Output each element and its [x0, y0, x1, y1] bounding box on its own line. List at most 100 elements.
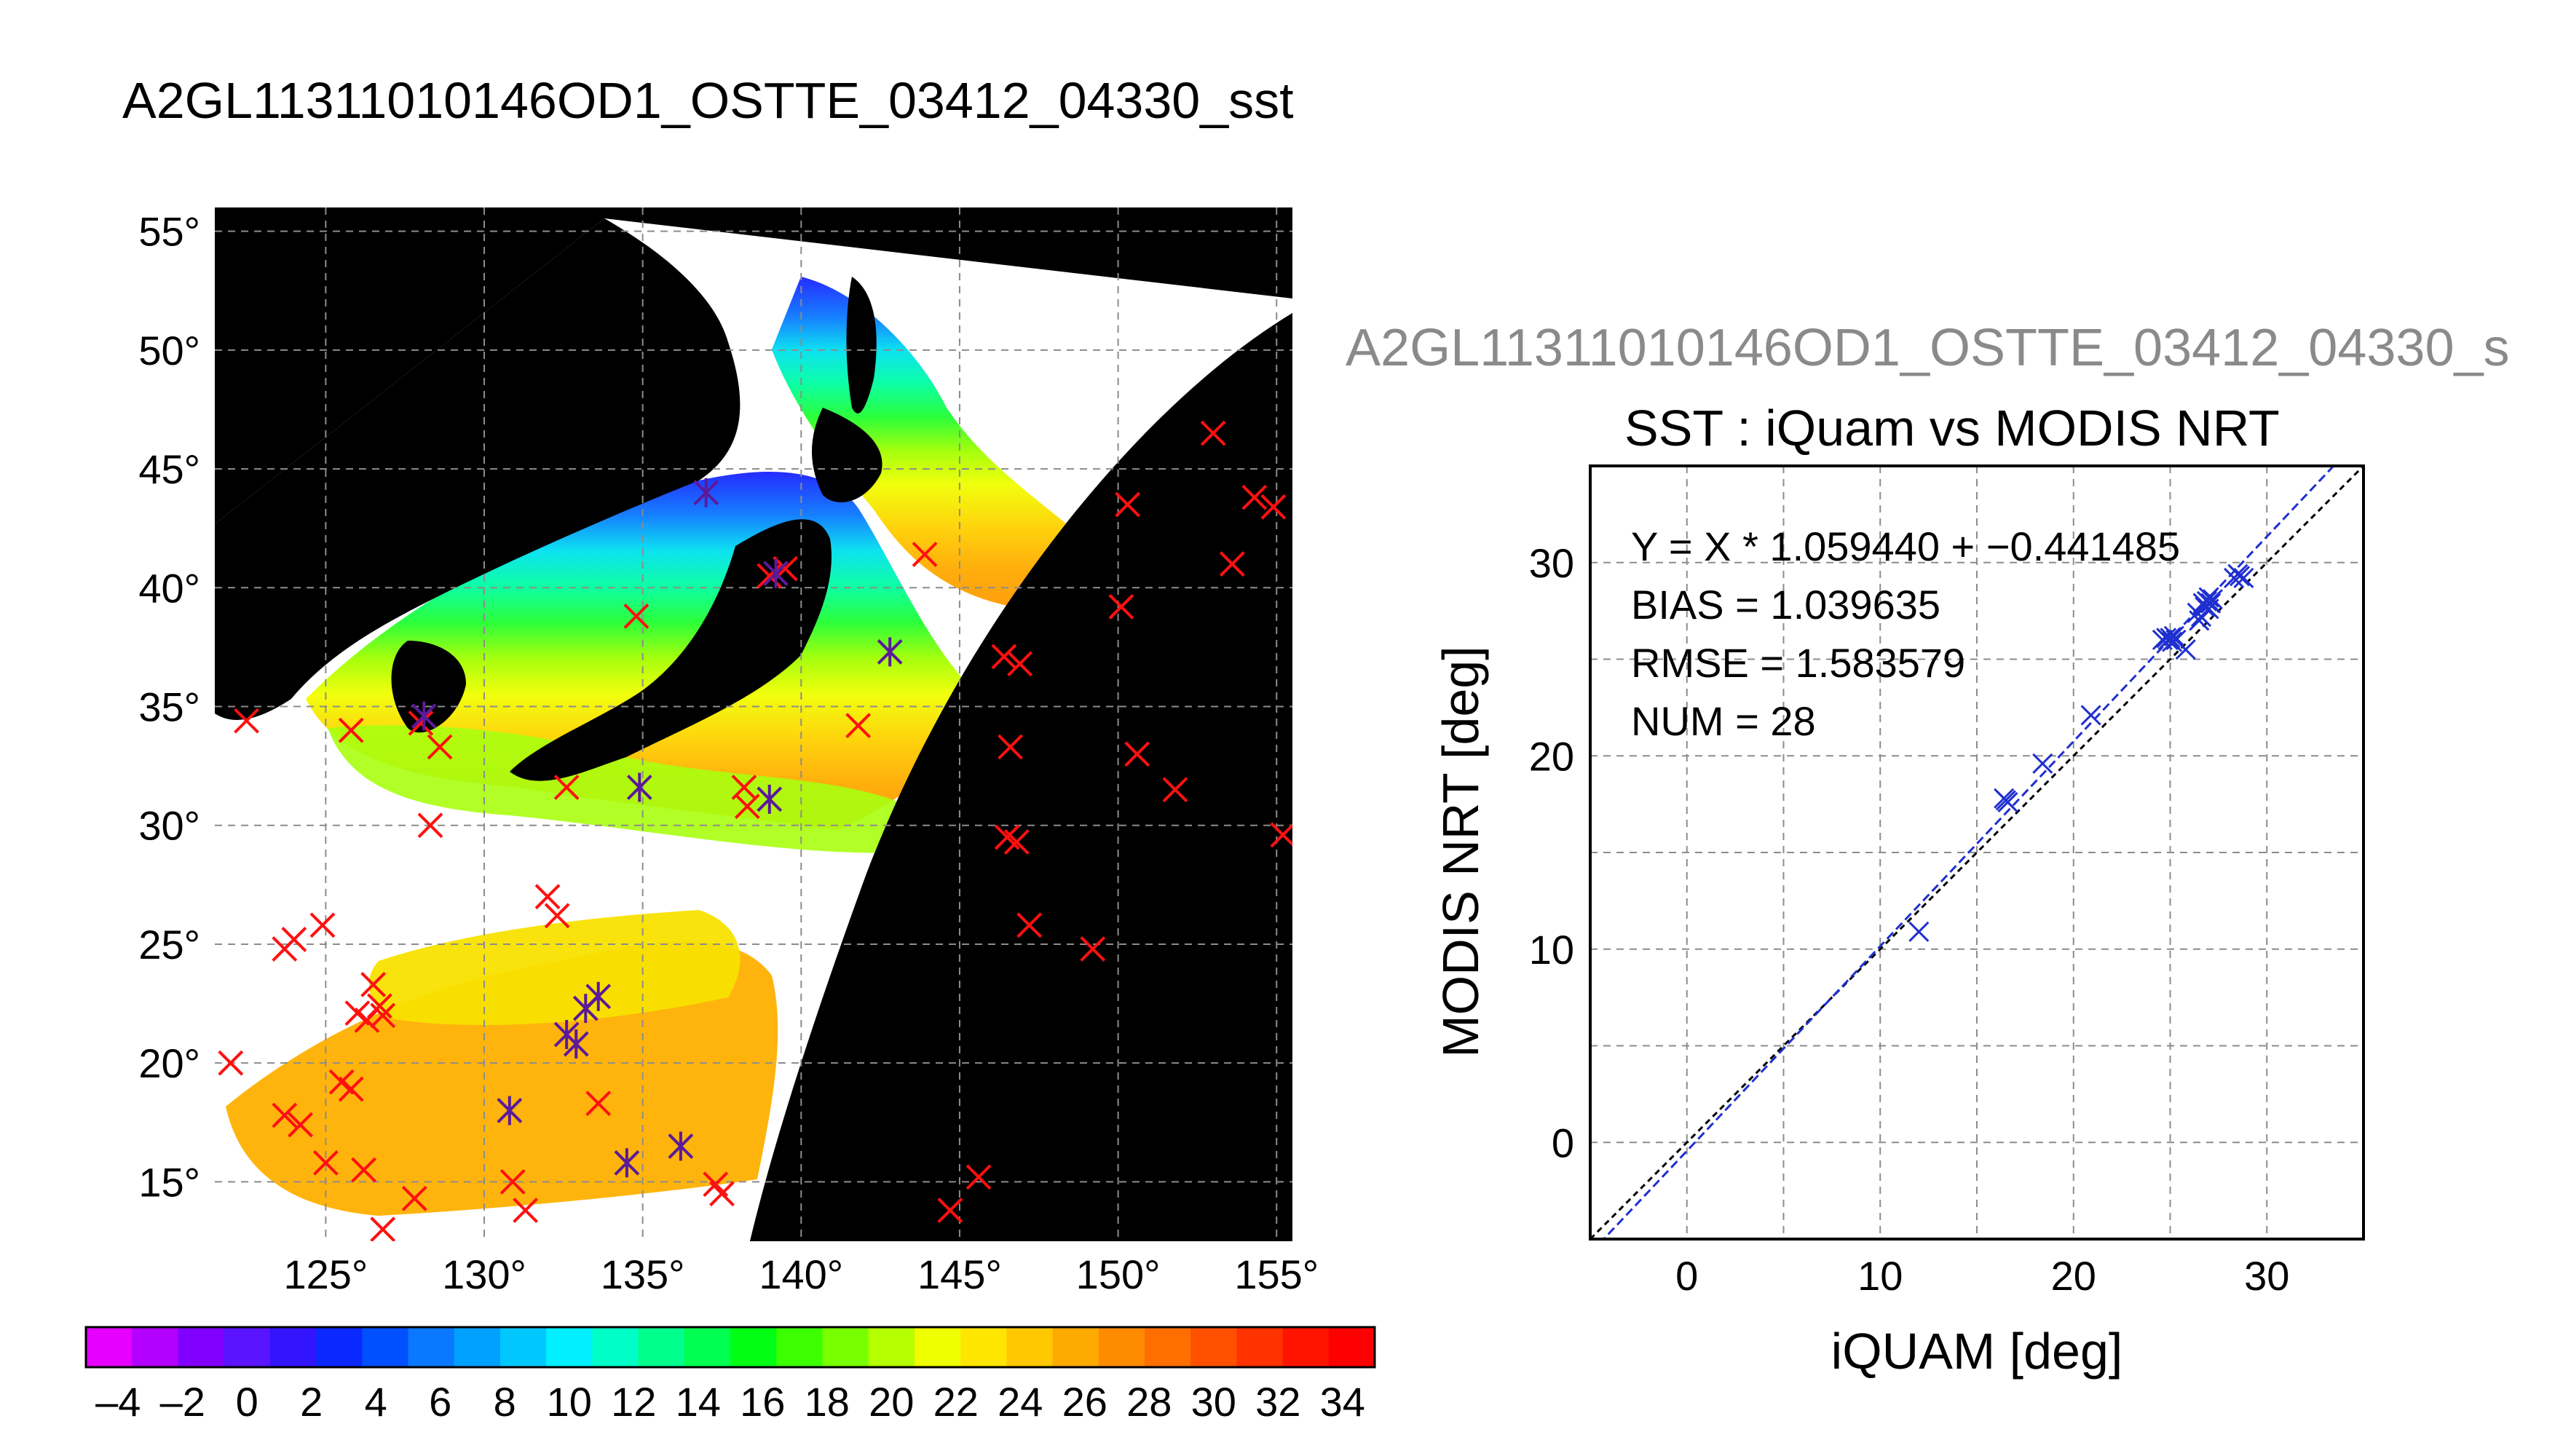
match-marker-x: [534, 884, 561, 910]
match-marker-x: [991, 644, 1017, 670]
match-marker-x: [553, 775, 580, 800]
scatter-x-tick-label: 10: [1857, 1253, 1903, 1299]
lon-tick-label: 150°: [1076, 1251, 1161, 1297]
scatter-point: [2200, 593, 2222, 614]
scatter-point: [2162, 631, 2183, 652]
match-marker-x: [427, 734, 453, 760]
scatter-point: [2189, 610, 2210, 631]
identity-line: [1590, 466, 2364, 1239]
match-marker-x: [998, 734, 1024, 760]
colorbar-tick-label: 4: [365, 1379, 387, 1425]
match-marker-x: [312, 1150, 339, 1176]
match-marker-x: [499, 1168, 526, 1195]
match-marker-x: [1219, 551, 1245, 577]
match-marker-star: [626, 772, 652, 802]
match-marker-x: [288, 1112, 313, 1138]
sst-colorbar: –4 –2 0 2 4 6 8 10 12 14 16 18 20 22 24 26 28 30 32 34: [84, 1326, 1376, 1425]
match-marker-x: [912, 542, 938, 568]
sst-patch-tropical-yellow: [368, 910, 741, 1026]
scatter-point: [2032, 753, 2053, 774]
colorbar-tick-label: 28: [1126, 1379, 1172, 1425]
match-markers: [218, 420, 1292, 1241]
sst-patch-east-china-sea: [328, 725, 924, 853]
colorbar-cell: [546, 1327, 593, 1367]
scatter-frame: [1589, 464, 2365, 1241]
colorbar-tick-label: 34: [1320, 1379, 1365, 1425]
scatter-point: [1908, 921, 1930, 942]
latitude-tick-labels: 55° 50° 45° 40° 35° 30° 25° 20° 15°: [138, 209, 200, 1206]
match-marker-star: [693, 478, 719, 507]
match-marker-star: [877, 637, 903, 667]
colorbar-tick-label: 22: [933, 1379, 979, 1425]
scatter-y-tick-label: 10: [1529, 927, 1574, 973]
match-marker-x: [370, 1216, 396, 1241]
scatter-point: [2160, 628, 2181, 649]
match-marker-x: [1241, 484, 1268, 510]
match-marker-x: [1200, 420, 1226, 446]
match-marker-x: [1003, 829, 1030, 855]
match-marker-x: [1016, 912, 1043, 938]
match-marker-x: [351, 1157, 377, 1183]
colorbar-cell: [1052, 1327, 1099, 1367]
colorbar-tick-label: 8: [494, 1379, 516, 1425]
colorbar-cell: [454, 1327, 501, 1367]
scatter-title: SST : iQuam vs MODIS NRT: [1624, 400, 2280, 456]
match-marker-x: [1007, 651, 1033, 677]
scatter-header: A2GL11311010146OD1_OSTTE_03412_04330_s: [1346, 319, 2510, 377]
match-marker-x: [234, 708, 259, 734]
scatter-gridlines: [1590, 466, 2364, 1239]
match-marker-x: [281, 927, 307, 952]
scatter-point: [2163, 625, 2184, 646]
colorbar-cell: [868, 1327, 915, 1367]
lat-tick-label: 15°: [138, 1159, 200, 1205]
colorbar-cell: [1098, 1327, 1145, 1367]
scatter-point: [2233, 567, 2254, 589]
colorbar-cell: [316, 1327, 363, 1367]
scatter-point: [2196, 590, 2218, 612]
colorbar-cell: [86, 1327, 133, 1367]
lat-tick-label: 55°: [138, 209, 200, 255]
match-marker-x: [845, 713, 872, 739]
colorbar-cell: [269, 1327, 317, 1367]
match-marker-star: [757, 784, 783, 814]
match-marker-x: [1115, 491, 1141, 518]
match-marker-x: [309, 912, 336, 938]
colorbar-cell: [1328, 1327, 1375, 1367]
lon-tick-label: 130°: [442, 1251, 526, 1297]
longitude-tick-labels: 125° 130° 135° 140° 145° 150° 155°: [283, 1251, 1319, 1297]
sakhalin-land: [846, 277, 877, 414]
match-marker-x: [1108, 593, 1134, 620]
match-marker-x: [703, 1171, 729, 1198]
colorbar-tick-label: 0: [236, 1379, 258, 1425]
colorbar-tick-label: 30: [1191, 1379, 1236, 1425]
colorbar-cell: [224, 1327, 271, 1367]
lat-tick-label: 50°: [138, 328, 200, 373]
colorbar-frame: [84, 1326, 1376, 1369]
match-marker-x: [1270, 822, 1292, 848]
match-marker-star: [585, 981, 612, 1011]
match-marker-x: [585, 1091, 612, 1117]
colorbar-cell: [499, 1327, 548, 1367]
figure-title: A2GL11311010146OD1_OSTTE_03412_04330_sst: [122, 72, 1294, 129]
colorbar-cell: [638, 1327, 685, 1367]
colorbar-cell: [1282, 1327, 1330, 1367]
colorbar-tick-label: 20: [869, 1379, 914, 1425]
scatter-x-tick-label: 20: [2051, 1253, 2096, 1299]
scatter-point: [2156, 628, 2177, 649]
match-marker-x: [360, 972, 387, 997]
scatter-x-tick-label: 0: [1675, 1253, 1698, 1299]
lat-tick-label: 45°: [138, 446, 200, 492]
colorbar-tick-label: 26: [1062, 1379, 1107, 1425]
colorbar-tick-label: –4: [95, 1379, 141, 1425]
colorbar-cell: [1190, 1327, 1238, 1367]
colorbar-tick-label: 32: [1255, 1379, 1300, 1425]
lat-tick-label: 30°: [138, 803, 200, 849]
scatter-point: [2227, 563, 2248, 585]
rmse-value: RMSE = 1.583579: [1631, 640, 1965, 686]
colorbar-cell: [822, 1327, 869, 1367]
colorbar-tick-label: 24: [998, 1379, 1043, 1425]
colorbar-cell: [684, 1327, 731, 1367]
colorbar-cell: [1144, 1327, 1192, 1367]
